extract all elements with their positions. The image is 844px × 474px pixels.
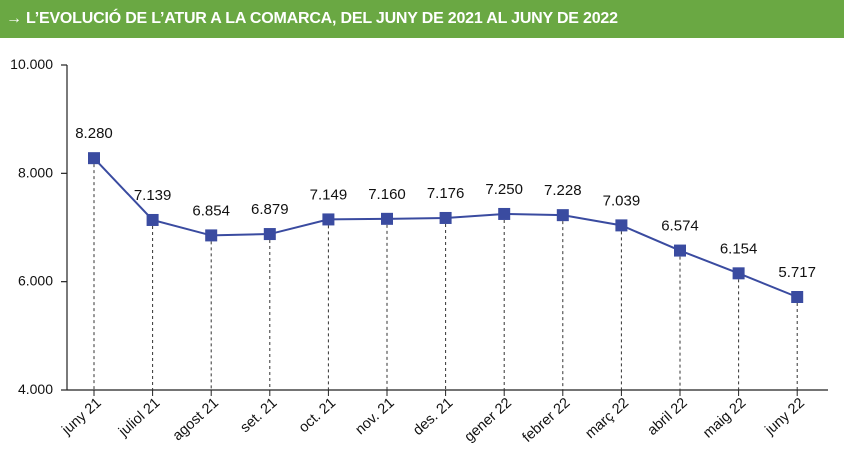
x-tick-label: des. 21	[410, 395, 456, 439]
y-tick-label: 10.000	[10, 56, 53, 72]
x-tick-label: oct. 21	[296, 395, 339, 436]
x-tick-labels: juny 21 juliol 21 agost 21 set. 21 oct. 21 no…	[58, 395, 807, 446]
data-labels: 8.280 7.139 6.854 6.879 7.149 7.160 7.176 7.250…	[75, 125, 816, 281]
x-tick-label: juliol 21	[115, 395, 163, 440]
data-label: 5.717	[778, 264, 816, 281]
data-point-marker	[146, 213, 159, 226]
data-label: 7.228	[544, 182, 582, 199]
data-label: 8.280	[75, 125, 113, 142]
data-label: 6.574	[661, 218, 699, 235]
x-tick-label: nov. 21	[352, 395, 397, 438]
data-point-marker	[263, 228, 276, 241]
x-tick-label: gener 22	[462, 395, 515, 445]
data-point-marker	[732, 267, 745, 280]
data-point-marker	[381, 212, 393, 225]
data-point-marker	[556, 209, 569, 222]
data-label: 6.854	[192, 202, 230, 219]
data-point-marker	[791, 290, 804, 303]
y-tick-labels: 4.000 6.000 8.000 10.000	[10, 56, 53, 397]
x-tick-label: maig 22	[700, 395, 749, 441]
chart-axes	[61, 64, 828, 396]
data-point-marker	[439, 211, 452, 224]
drop-lines	[93, 164, 798, 390]
data-label: 7.176	[427, 185, 465, 202]
data-label: 6.154	[720, 240, 758, 257]
x-tick-label: agost 21	[170, 395, 222, 444]
data-point-marker	[674, 244, 686, 257]
y-tick-label: 4.000	[18, 381, 53, 397]
x-tick-label: juny 22	[762, 395, 808, 439]
data-point-marker	[88, 152, 100, 165]
x-tick-label: abril 22	[645, 395, 691, 439]
x-tick-label: febrer 22	[520, 395, 574, 446]
x-tick-label: juny 21	[58, 395, 104, 439]
y-tick-label: 8.000	[18, 164, 53, 180]
data-label: 7.139	[134, 187, 172, 204]
data-point-marker	[498, 207, 511, 220]
data-point-marker	[205, 229, 218, 242]
data-point-marker	[322, 213, 335, 226]
data-label: 6.879	[251, 201, 289, 218]
data-label: 7.039	[603, 192, 641, 209]
y-tick-label: 6.000	[18, 273, 53, 289]
data-label: 7.149	[310, 186, 348, 203]
chart-title: → L’EVOLUCIÓ DE L’ATUR A LA COMARCA, DEL…	[6, 10, 618, 27]
data-point-marker	[615, 219, 628, 232]
data-label: 7.250	[485, 181, 523, 198]
x-tick-label: set. 21	[237, 395, 280, 436]
chart-header-banner: → L’EVOLUCIÓ DE L’ATUR A LA COMARCA, DEL…	[0, 0, 844, 38]
data-label: 7.160	[368, 186, 406, 203]
series-markers	[88, 152, 804, 303]
x-tick-label: març 22	[582, 395, 632, 442]
